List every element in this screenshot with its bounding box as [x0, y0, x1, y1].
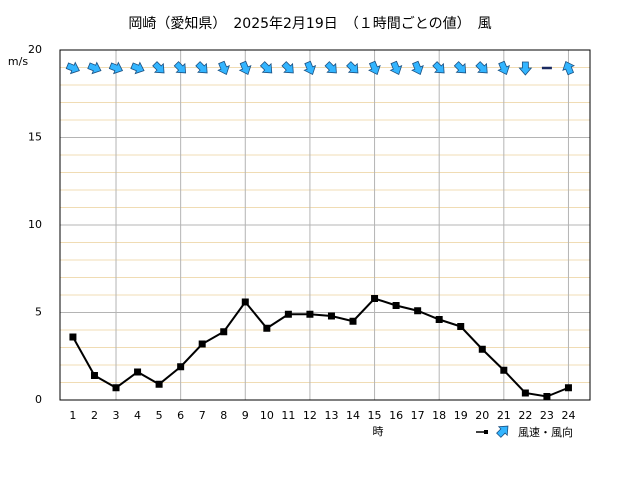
- wind-arrow: [238, 60, 252, 76]
- wind-arrow: [411, 60, 424, 76]
- x-tick-label: 18: [432, 409, 446, 422]
- legend-arrow: [496, 425, 509, 438]
- x-tick-label: 6: [177, 409, 184, 422]
- wind-arrow: [303, 60, 317, 76]
- plot-frame: [59, 49, 591, 401]
- x-tick-label: 3: [113, 409, 120, 422]
- wind-arrow: [108, 61, 124, 75]
- data-point: [90, 372, 98, 379]
- x-tick-label: 10: [260, 409, 274, 422]
- x-tick-label: 21: [497, 409, 511, 422]
- x-tick-label: 9: [242, 409, 249, 422]
- data-point: [392, 302, 400, 309]
- wind-arrow: [368, 60, 381, 76]
- x-tick-label: 23: [540, 409, 554, 422]
- x-tick-label: 13: [324, 409, 338, 422]
- wind-arrow: [389, 60, 403, 76]
- wind-arrow: [281, 61, 294, 74]
- wind-arrow: [65, 61, 80, 75]
- data-point: [284, 310, 292, 318]
- wind-arrow: [152, 61, 165, 74]
- wind-arrow: [259, 61, 273, 74]
- data-point: [414, 307, 422, 315]
- data-point: [198, 340, 206, 348]
- x-tick-label: 4: [134, 409, 141, 422]
- x-tick-label: 12: [303, 409, 317, 422]
- legend-marker: [484, 430, 488, 434]
- y-tick-label: 0: [35, 393, 42, 406]
- x-tick-label: 11: [281, 409, 295, 422]
- x-tick-label: 8: [220, 409, 227, 422]
- x-tick-label: 17: [411, 409, 425, 422]
- x-tick-label: 1: [69, 409, 76, 422]
- data-point: [263, 324, 271, 332]
- wind-arrow: [217, 60, 230, 76]
- y-axis-label: m/s: [8, 55, 28, 68]
- data-point: [543, 393, 551, 400]
- data-point: [69, 333, 77, 341]
- series-line: [72, 297, 569, 398]
- data-point: [500, 366, 508, 374]
- data-point: [349, 317, 357, 325]
- data-point: [327, 312, 335, 320]
- data-point: [177, 363, 185, 371]
- wind-arrow: [195, 61, 208, 74]
- x-tick-label: 24: [561, 409, 575, 422]
- data-point: [457, 323, 465, 330]
- x-tick-label: 19: [454, 409, 468, 422]
- x-tick-label: 16: [389, 409, 403, 422]
- wind-arrow: [130, 61, 145, 75]
- wind-arrow: [497, 60, 511, 76]
- data-point: [371, 295, 379, 302]
- x-tick-label: 7: [199, 409, 206, 422]
- wind-arrow: [346, 61, 359, 74]
- data-point: [241, 298, 249, 306]
- legend-label: 風速・風向: [518, 425, 573, 439]
- y-tick-label: 15: [28, 131, 42, 144]
- y-tick-label: 20: [28, 43, 42, 56]
- plot: [65, 60, 575, 400]
- y-tick-label: 10: [28, 218, 42, 231]
- data-point: [521, 389, 529, 397]
- x-tick-label: 14: [346, 409, 360, 422]
- chart-title: 岡崎（愛知県） 2025年2月19日 （１時間ごとの値） 風: [128, 15, 491, 32]
- x-tick-label: 2: [91, 409, 98, 422]
- data-point: [155, 380, 163, 388]
- wind-arrow: [173, 61, 187, 74]
- grid: [60, 49, 590, 401]
- wind-arrow: [87, 61, 102, 75]
- wind-arrow: [562, 60, 575, 76]
- wind-arrow: [518, 61, 533, 76]
- wind-arrow: [324, 61, 337, 74]
- data-point: [134, 368, 142, 376]
- data-point: [112, 384, 120, 392]
- x-tick-label: 5: [156, 409, 163, 422]
- wind-arrow: [475, 61, 488, 74]
- data-point: [478, 345, 486, 353]
- x-axis-label: 時: [373, 425, 384, 438]
- wind-arrow: [432, 61, 445, 74]
- wind-arrow: [453, 61, 467, 74]
- y-tick-label: 5: [35, 306, 42, 319]
- data-point: [564, 384, 572, 392]
- x-tick-label: 22: [518, 409, 532, 422]
- data-point: [220, 328, 228, 336]
- data-point: [435, 316, 443, 323]
- data-point: [306, 310, 314, 318]
- x-tick-label: 20: [475, 409, 489, 422]
- x-tick-label: 15: [368, 409, 382, 422]
